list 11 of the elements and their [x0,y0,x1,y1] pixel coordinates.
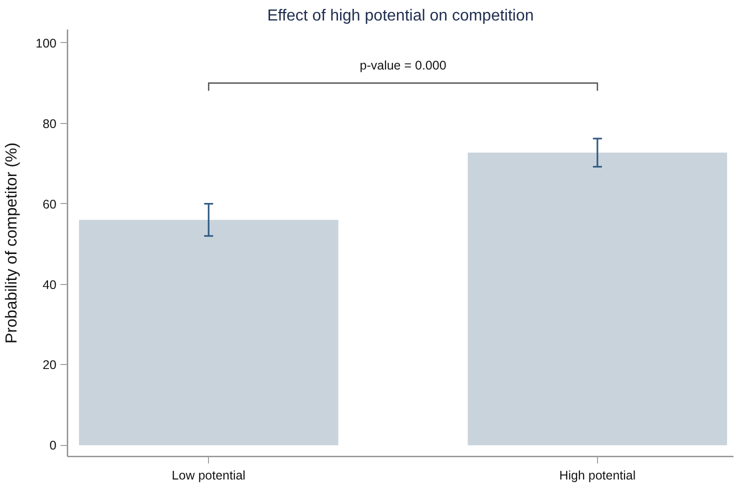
x-tick-label: Low potential [172,468,246,482]
y-tick-label: 20 [42,358,57,372]
y-axis-title: Probability of competitor (%) [4,142,21,344]
x-tick-label: High potential [559,468,636,482]
annotation: p-value = 0.000 [360,58,446,72]
chart-title: Effect of high potential on competition [267,8,534,24]
y-tick-label: 40 [42,278,57,292]
y-tick-label: 60 [42,197,57,212]
y-tick-label: 100 [36,36,57,50]
y-tick-label: 0 [50,438,57,453]
y-tick-label: 80 [42,116,57,131]
